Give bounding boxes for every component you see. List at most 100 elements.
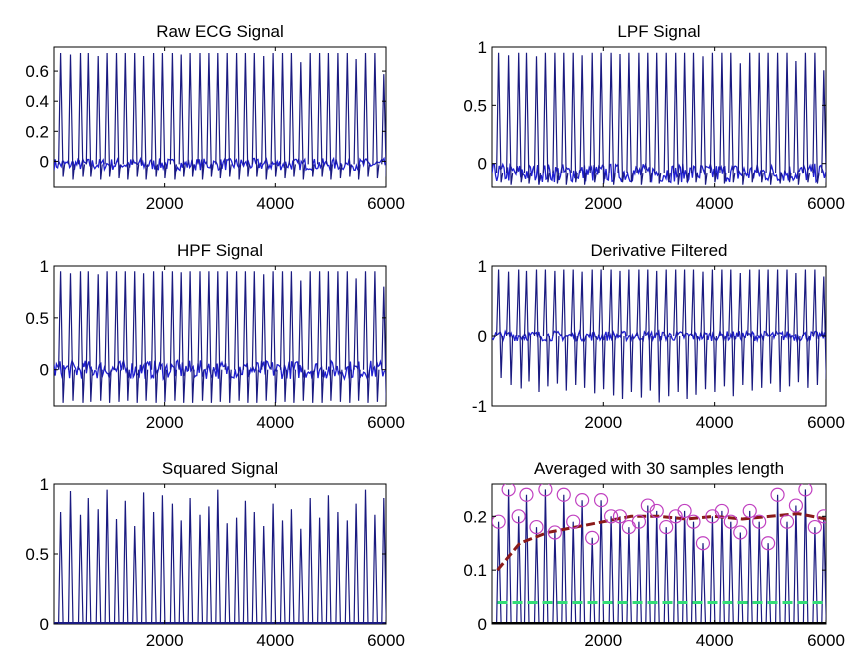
beat-spike bbox=[95, 509, 103, 624]
beat-spike bbox=[187, 271, 195, 403]
beat-spike bbox=[598, 500, 606, 624]
beat-spike bbox=[151, 271, 159, 403]
y-tick-label: -1 bbox=[472, 397, 487, 416]
beat-spike bbox=[533, 56, 542, 185]
beat-spike bbox=[542, 52, 550, 183]
beat-spike bbox=[113, 271, 122, 402]
beat-spike bbox=[362, 489, 370, 624]
beat-spike bbox=[234, 52, 242, 180]
axis-ticks: 2000 4000 6000 0 0.5 1 bbox=[25, 475, 405, 650]
peak-marker bbox=[631, 514, 647, 529]
axis-ticks: 2000 4000 6000 0 0.1 0.2 bbox=[463, 484, 845, 650]
beat-spike bbox=[654, 510, 661, 624]
beat-spike bbox=[224, 52, 232, 177]
beat-spike bbox=[506, 55, 514, 185]
y-tick-label: 1 bbox=[478, 257, 487, 276]
beat-spike bbox=[104, 489, 112, 624]
x-tick-label: 6000 bbox=[367, 413, 405, 432]
y-tick-label: 0.1 bbox=[463, 561, 487, 580]
plot-area bbox=[54, 271, 386, 403]
beat-spike bbox=[197, 271, 205, 401]
beat-spike bbox=[251, 271, 259, 403]
beat-spike bbox=[298, 62, 306, 180]
beat-spike bbox=[206, 506, 213, 624]
y-tick-label: 0 bbox=[478, 327, 487, 346]
y-tick-label: 0 bbox=[478, 615, 487, 634]
beat-spike bbox=[372, 52, 380, 179]
beat-spike bbox=[516, 269, 524, 389]
beat-spike bbox=[663, 269, 671, 397]
beat-spike bbox=[523, 52, 532, 184]
x-tick-label: 2000 bbox=[146, 194, 184, 213]
beat-spike bbox=[690, 52, 699, 183]
beat-spike bbox=[765, 543, 773, 624]
beat-spike bbox=[141, 492, 148, 624]
beat-spike bbox=[663, 52, 671, 183]
peak-marker bbox=[686, 514, 701, 529]
beat-spike bbox=[533, 269, 542, 393]
beat-spike bbox=[570, 52, 578, 183]
beat-spike bbox=[325, 495, 333, 624]
beat-spike bbox=[709, 269, 717, 393]
beat-spike bbox=[307, 497, 315, 624]
beat-spike bbox=[85, 52, 93, 177]
beat-spike bbox=[756, 521, 764, 624]
peak-marker bbox=[798, 484, 813, 497]
panel-derivative: Derivative Filtered 2000 4000 6000 -1 0 1 bbox=[472, 241, 845, 432]
beat-spike bbox=[784, 521, 791, 624]
peak-marker bbox=[575, 493, 590, 508]
beat-spike bbox=[821, 276, 826, 380]
beat-spike bbox=[784, 52, 792, 183]
beat-spike bbox=[516, 516, 523, 624]
peak-marker bbox=[529, 519, 544, 535]
beat-spike bbox=[77, 271, 86, 403]
peak-marker bbox=[519, 487, 534, 502]
beat-spike bbox=[104, 271, 112, 403]
beat-spike bbox=[381, 74, 386, 177]
beat-spike bbox=[104, 52, 112, 177]
beat-spike bbox=[561, 494, 568, 624]
beat-spike bbox=[335, 52, 343, 179]
beat-spike bbox=[682, 510, 689, 624]
beat-spike bbox=[747, 269, 755, 391]
x-tick-label: 6000 bbox=[367, 631, 405, 650]
x-tick-label: 4000 bbox=[696, 631, 734, 650]
beat-spike bbox=[756, 52, 764, 183]
peak-marker bbox=[612, 509, 628, 524]
beat-spike bbox=[802, 489, 810, 624]
beat-spike bbox=[58, 271, 66, 403]
plot-area bbox=[54, 489, 386, 624]
beat-spike bbox=[178, 54, 186, 177]
beat-spike bbox=[141, 273, 149, 401]
beat-spike bbox=[95, 55, 103, 180]
beat-spike bbox=[617, 270, 625, 400]
beat-spike bbox=[122, 500, 130, 624]
beat-spike bbox=[552, 532, 559, 624]
chart-title: Squared Signal bbox=[162, 459, 278, 478]
beat-spike bbox=[802, 269, 810, 388]
plot-area bbox=[492, 52, 826, 185]
peak-marker bbox=[770, 487, 785, 502]
beat-spike bbox=[317, 517, 324, 624]
peak-marker bbox=[695, 536, 711, 551]
peak-marker bbox=[677, 503, 692, 519]
peak-marker bbox=[723, 514, 738, 529]
beat-spike bbox=[178, 520, 186, 624]
beat-spike bbox=[626, 527, 633, 624]
signal-threshold-line bbox=[496, 512, 826, 572]
panel-lpf: LPF Signal 2000 4000 6000 0 0.5 1 bbox=[463, 22, 845, 213]
y-tick-label: 0.5 bbox=[25, 545, 49, 564]
beat-spike bbox=[85, 497, 93, 624]
beat-spike bbox=[251, 52, 259, 177]
beat-spike bbox=[812, 269, 820, 386]
beat-spike bbox=[775, 494, 782, 624]
beat-spike bbox=[215, 271, 223, 402]
peak-marker bbox=[556, 487, 571, 502]
beat-spike bbox=[132, 525, 139, 624]
beat-spike bbox=[793, 272, 801, 383]
peak-marker bbox=[593, 493, 609, 508]
beat-spike bbox=[608, 516, 616, 624]
y-tick-label: 0.5 bbox=[25, 309, 49, 328]
beat-spike bbox=[224, 523, 232, 624]
beat-spike bbox=[307, 271, 315, 403]
